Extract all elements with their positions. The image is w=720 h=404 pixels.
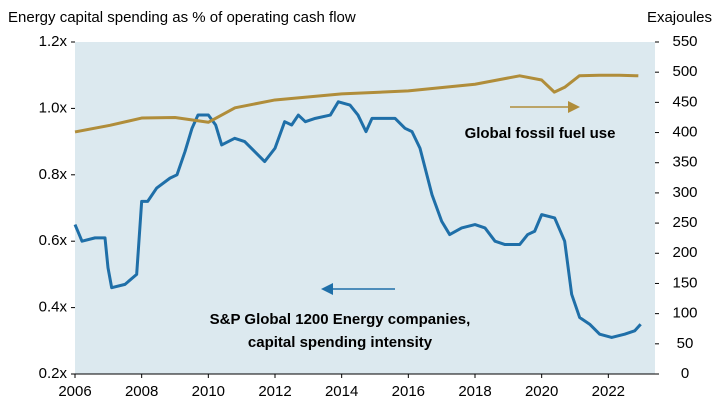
x-tick-label: 2016 xyxy=(392,383,425,400)
plot-background xyxy=(75,42,655,374)
y-tick-label: 0.2x xyxy=(39,365,68,382)
annotation: Global fossil fuel use xyxy=(465,125,616,142)
x-tick-label: 2006 xyxy=(58,383,91,400)
y2-tick-label: 400 xyxy=(672,124,697,141)
y-tick-label: 0.8x xyxy=(39,166,68,183)
y2-tick-label: 350 xyxy=(672,154,697,171)
x-tick-label: 2020 xyxy=(525,383,558,400)
y2-tick-label: 450 xyxy=(672,93,697,110)
x-tick-label: 2022 xyxy=(592,383,625,400)
x-tick-label: 2008 xyxy=(125,383,158,400)
y-tick-label: 0.6x xyxy=(39,232,68,249)
y2-tick-label: 250 xyxy=(672,214,697,231)
y2-tick-label: 500 xyxy=(672,63,697,80)
line-series xyxy=(74,73,639,134)
y-tick-label: 0.4x xyxy=(39,299,68,316)
y2-axis-label: Exajoules xyxy=(647,9,712,26)
y2-tick-label: 300 xyxy=(672,184,697,201)
arrow-head xyxy=(568,101,580,113)
y2-tick-label: 50 xyxy=(677,335,694,352)
y2-tick-label: 200 xyxy=(672,244,697,261)
arrow-head xyxy=(321,283,333,295)
y2-tick-label: 0 xyxy=(681,365,689,382)
line-series xyxy=(73,100,642,339)
y-tick-label: 1.2x xyxy=(39,33,68,50)
x-tick-label: 2010 xyxy=(192,383,225,400)
annotation: capital spending intensity xyxy=(248,334,433,351)
x-tick-label: 2012 xyxy=(258,383,291,400)
x-tick-label: 2014 xyxy=(325,383,358,400)
y2-tick-label: 100 xyxy=(672,305,697,322)
y2-tick-label: 150 xyxy=(672,274,697,291)
x-tick-label: 2018 xyxy=(458,383,491,400)
y-axis-label: Energy capital spending as % of operatin… xyxy=(8,9,356,26)
y2-tick-label: 550 xyxy=(672,33,697,50)
annotation: S&P Global 1200 Energy companies, xyxy=(210,311,471,328)
y-tick-label: 1.0x xyxy=(39,99,68,116)
